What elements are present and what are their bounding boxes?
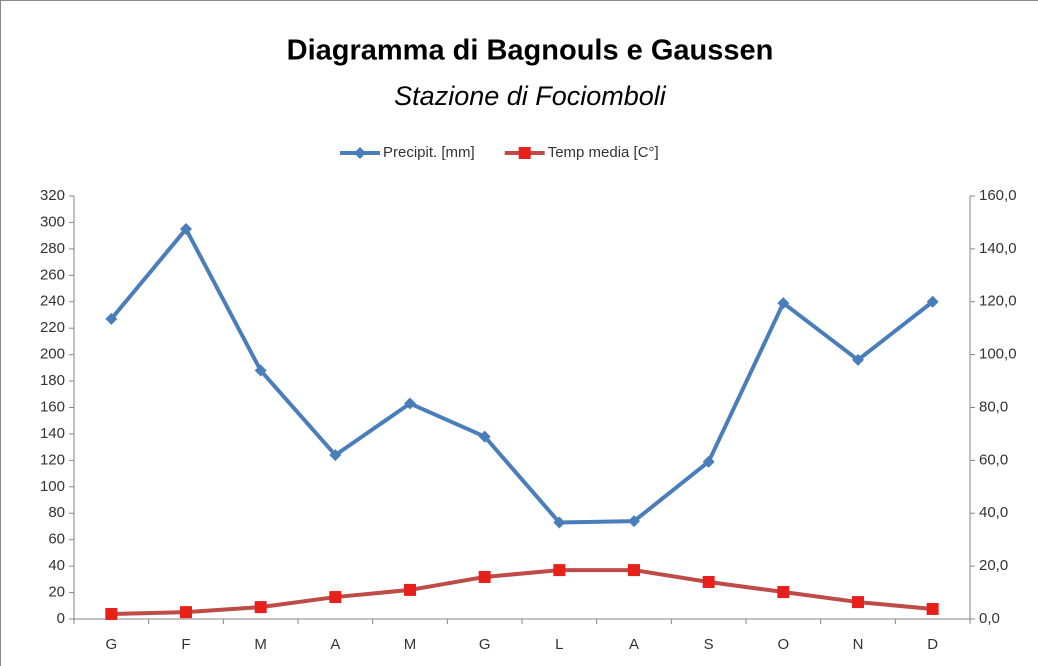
- data-point: [404, 583, 416, 596]
- x-tick-label: L: [555, 636, 563, 653]
- series-line: [109, 227, 934, 525]
- y2-tick-label: 20,0: [979, 557, 1008, 574]
- data-point: [852, 353, 864, 366]
- y2-tick-label: 80,0: [979, 398, 1008, 415]
- data-point: [852, 596, 864, 609]
- legend-marker: [354, 147, 366, 159]
- x-tick-label: M: [404, 636, 417, 653]
- x-tick-label: N: [853, 636, 864, 653]
- legend-label: Precipit. [mm]: [383, 144, 475, 161]
- x-tick-label: F: [181, 636, 190, 653]
- legend-marker: [518, 147, 531, 159]
- data-point: [926, 295, 939, 308]
- y-tick-label: 280: [40, 240, 65, 257]
- data-point: [105, 607, 118, 620]
- y-tick-label: 200: [40, 346, 65, 363]
- data-point: [628, 515, 640, 528]
- data-point: [329, 591, 342, 604]
- data-point: [478, 570, 491, 583]
- y2-tick-label: 60,0: [979, 451, 1008, 468]
- y-tick-label: 140: [40, 425, 65, 442]
- x-tick-label: A: [330, 636, 340, 653]
- y2-tick-label: 120,0: [979, 293, 1017, 310]
- y2-tick-label: 160,0: [979, 187, 1017, 204]
- x-tick-label: S: [704, 636, 714, 653]
- data-point: [180, 606, 192, 619]
- data-point: [702, 455, 715, 468]
- legend-label: Temp media [C°]: [548, 144, 659, 161]
- y-tick-label: 300: [40, 213, 65, 230]
- y-tick-label: 260: [40, 266, 65, 283]
- y-tick-label: 320: [40, 187, 65, 204]
- data-point: [777, 586, 790, 599]
- x-tick-label: G: [479, 636, 491, 653]
- chart-title: Diagramma di Bagnouls e Gaussen: [287, 35, 774, 67]
- y-tick-label: 160: [40, 398, 65, 415]
- y2-tick-label: 40,0: [979, 504, 1008, 521]
- y-tick-label: 120: [40, 451, 65, 468]
- y-tick-label: 0: [57, 610, 65, 627]
- x-tick-label: G: [105, 636, 117, 653]
- data-point: [254, 364, 267, 377]
- y-tick-label: 20: [48, 584, 65, 601]
- data-point: [329, 449, 342, 462]
- data-point: [553, 516, 566, 529]
- y2-tick-label: 100,0: [979, 346, 1017, 363]
- y-tick-label: 240: [40, 293, 65, 310]
- y-tick-label: 80: [48, 504, 65, 521]
- y2-tick-label: 140,0: [979, 240, 1017, 257]
- y-tick-label: 40: [48, 557, 65, 574]
- data-point: [777, 297, 790, 310]
- y-tick-label: 100: [40, 478, 65, 495]
- data-point: [404, 397, 416, 410]
- data-point: [702, 575, 715, 588]
- y-tick-label: 60: [48, 531, 65, 548]
- y-tick-label: 180: [40, 372, 65, 389]
- data-point: [254, 601, 267, 614]
- data-point: [105, 312, 118, 325]
- x-tick-label: M: [254, 636, 267, 653]
- data-point: [478, 430, 491, 443]
- data-point: [926, 602, 939, 615]
- x-tick-label: A: [629, 636, 639, 653]
- y2-tick-label: 0,0: [979, 610, 1000, 627]
- y-tick-label: 220: [40, 319, 65, 336]
- data-point: [628, 564, 640, 577]
- series-line: [111, 568, 933, 616]
- data-point: [553, 564, 566, 577]
- x-tick-label: D: [927, 636, 938, 653]
- chart-subtitle: Stazione di Fociomboli: [394, 81, 667, 111]
- x-tick-label: O: [777, 636, 789, 653]
- data-point: [180, 223, 192, 236]
